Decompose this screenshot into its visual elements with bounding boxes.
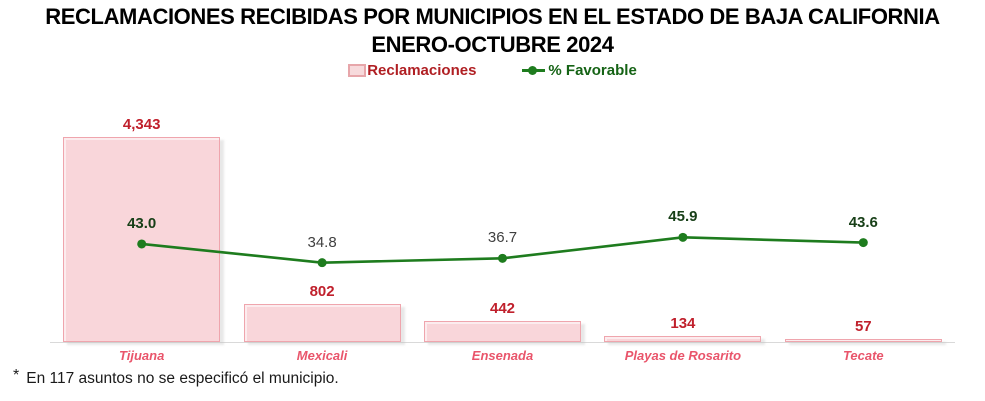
bar-value-tecate: 57 [854,318,872,336]
bar-series-icon [348,64,367,77]
favorable-point-playas-de-rosarito [678,232,688,242]
bar-value-ensenada: 442 [489,300,516,318]
bar-ensenada [424,321,581,342]
favorable-label-tecate: 43.6 [848,213,878,231]
line-series-icon [522,66,546,75]
category-label-playas-de-rosarito: Playas de Rosarito [624,348,742,363]
category-label-tijuana: Tijuana [119,348,165,363]
category-label-tecate: Tecate [842,348,884,363]
favorable-point-tecate [858,238,868,248]
bar-value-mexicali: 802 [309,283,335,301]
chart-title-line2: ENERO-OCTUBRE 2024 [371,32,614,57]
category-label-ensenada: Ensenada [471,348,534,363]
footnote: * En 117 asuntos no se especificó el muni… [13,367,339,388]
legend-item-favorable: % Favorable [522,62,637,79]
bar-value-tijuana: 4,343 [122,116,161,133]
favorable-point-mexicali [317,258,327,268]
chart-title: RECLAMACIONES RECIBIDAS POR MUNICIPIOS E… [0,3,985,59]
favorable-label-tijuana: 43.0 [127,214,157,232]
footnote-text: En 117 asuntos no se especificó el munic… [26,370,339,387]
favorable-label-playas-de-rosarito: 45.9 [668,208,698,226]
chart-title-line1: RECLAMACIONES RECIBIDAS POR MUNICIPIOS E… [45,4,940,29]
legend-item-reclamaciones: Reclamaciones [348,62,476,79]
legend-label-favorable: % Favorable [548,62,637,79]
legend: Reclamaciones % Favorable [0,62,985,79]
footnote-asterisk: * [13,367,20,384]
category-label-mexicali: Mexicali [296,348,348,363]
line-icon-marker [528,66,538,75]
bar-tecate [784,339,942,342]
bar-tijuana [63,137,221,342]
x-axis-line [50,342,955,343]
legend-label-reclamaciones: Reclamaciones [367,62,477,79]
bar-value-playas-de-rosarito: 134 [670,314,696,332]
favorable-point-ensenada [498,253,507,263]
favorable-label-mexicali: 34.8 [307,233,337,251]
bar-mexicali [243,304,401,342]
favorable-label-ensenada: 36.7 [487,229,518,247]
bar-playas-de-rosarito [604,335,762,342]
